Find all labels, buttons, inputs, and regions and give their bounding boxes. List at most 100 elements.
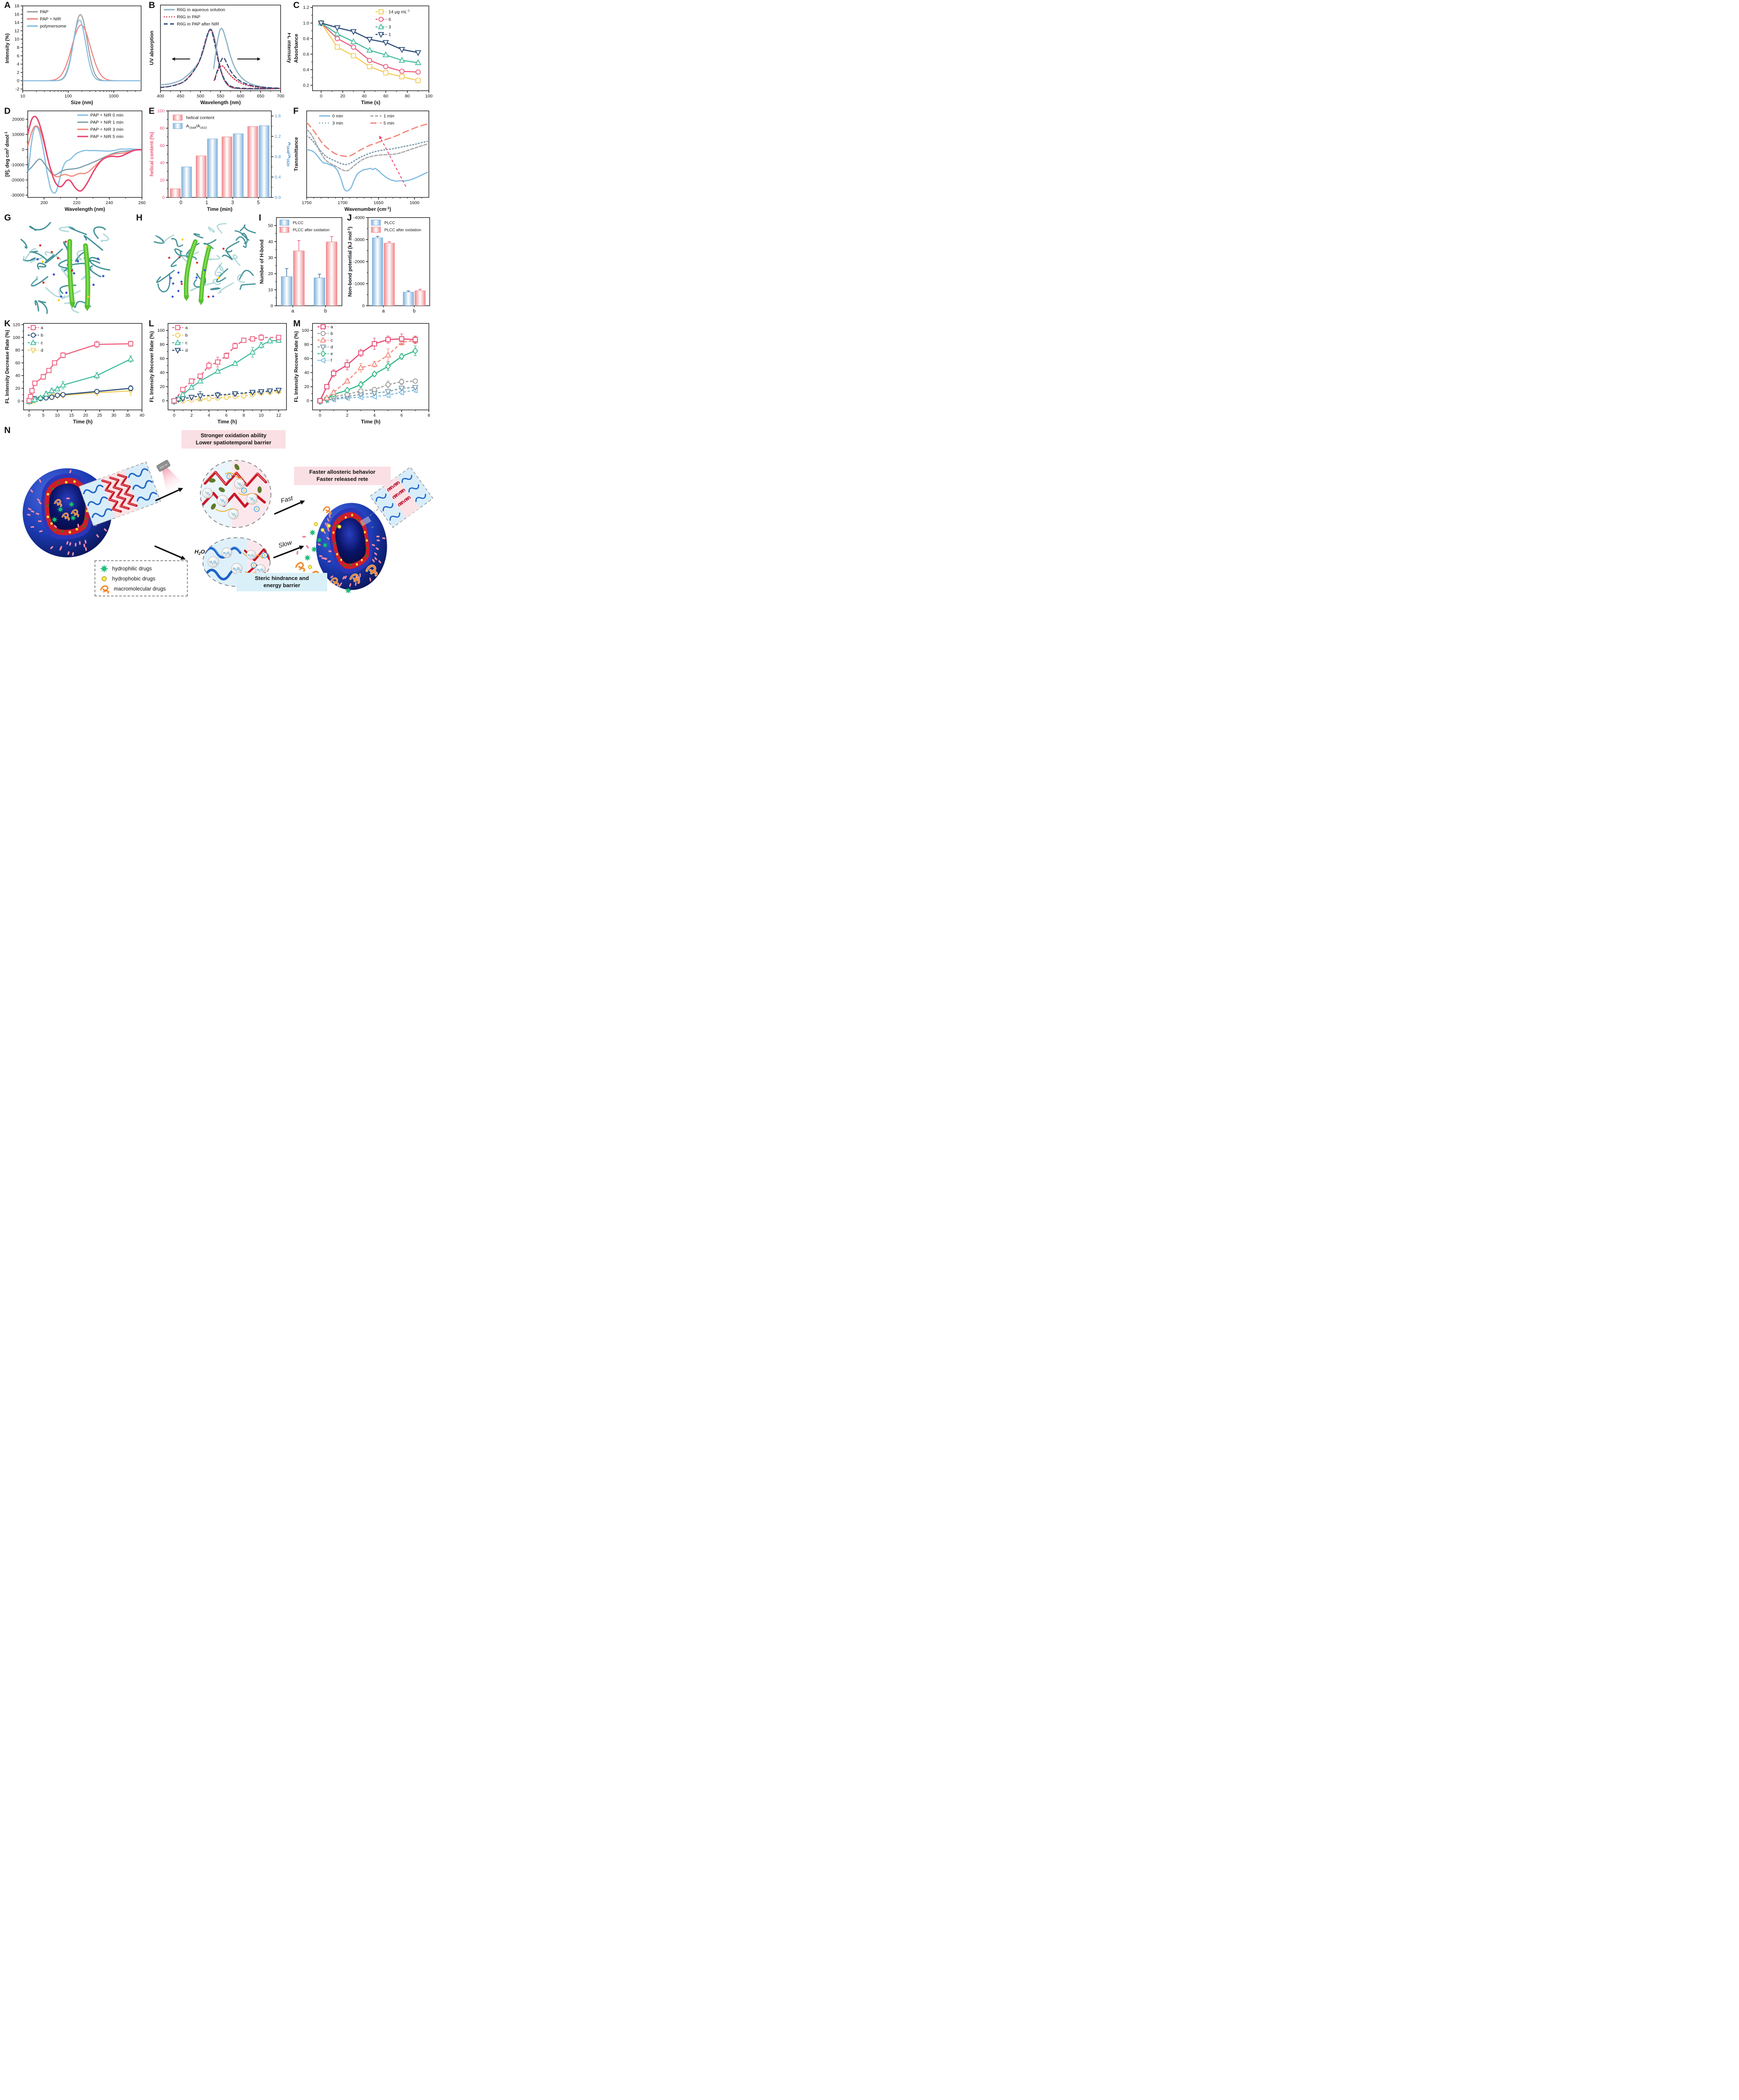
svg-text:H2​O2​: H2​O2​ <box>233 567 241 572</box>
panel-L: L 0 2 4 6 8 10 12 0 20 40 60 80 100 FL Intensity Recov… <box>148 319 291 426</box>
svg-text:PAP: PAP <box>40 10 48 15</box>
svg-text:40: 40 <box>160 160 165 165</box>
svg-text:60: 60 <box>160 143 165 148</box>
membrane-inset-beta-sheet <box>79 461 161 527</box>
svg-text:f: f <box>331 358 332 363</box>
x-axis-label: Wavenumber (cm-1​) <box>344 206 391 212</box>
callout-line: energy barrier <box>263 582 300 588</box>
x-axis-label: Size (nm) <box>71 100 93 105</box>
svg-text:100: 100 <box>302 328 309 333</box>
svg-text:5 min: 5 min <box>384 121 394 126</box>
y-axis-label: UV absorption <box>149 31 155 65</box>
svg-text:20: 20 <box>340 94 345 99</box>
svg-text:b: b <box>41 333 43 338</box>
y-axis-label: Absorbance <box>293 34 299 63</box>
ftir-spectra-chart: 1750 1700 1650 1600 Transmittance Wavenumber … <box>293 110 429 212</box>
panel-K: K 0 5 10 15 20 25 30 35 40 0 20 40 60 80 100 120 FL Inten… <box>3 319 146 426</box>
panel-letter-J: J <box>347 213 352 223</box>
legend: 14 μg mL-1​ 6 3 1 <box>376 9 410 38</box>
oxidation-ability-callout: Stronger oxidation ability Lower spatiot… <box>181 430 286 449</box>
y-axis-label: Intensity (%) <box>4 33 10 63</box>
svg-text:8: 8 <box>17 45 19 50</box>
svg-text:0: 0 <box>162 399 165 404</box>
panel-letter-M: M <box>293 319 301 328</box>
svg-text:4: 4 <box>208 413 210 418</box>
svg-text:60: 60 <box>15 360 20 365</box>
callout-line: Lower spatiotemporal barrier <box>196 439 271 446</box>
svg-text:1000: 1000 <box>109 94 119 99</box>
helical-content-bar-chart: 0 1 3 5 0 20 40 60 80 100 0.0 0.4 0.8 1.2 1.6 helical c… <box>149 109 291 213</box>
svg-text:8: 8 <box>242 413 245 418</box>
svg-text:1700: 1700 <box>338 200 348 205</box>
callout-line: Faster allosteric behavior <box>309 469 376 475</box>
svg-text:80: 80 <box>160 342 165 347</box>
legend-label: macromolecular drugs <box>114 586 166 592</box>
svg-text:14 μg mL-1​: 14 μg mL-1​ <box>389 9 410 15</box>
svg-text:12: 12 <box>276 413 281 418</box>
svg-text:-2: -2 <box>16 87 19 92</box>
svg-text:18: 18 <box>14 4 19 9</box>
svg-text:5: 5 <box>42 413 45 418</box>
svg-text:10: 10 <box>268 287 273 292</box>
svg-text:0: 0 <box>17 79 19 84</box>
svg-text:a: a <box>292 309 294 314</box>
svg-text:0: 0 <box>22 147 24 152</box>
svg-text:-20000: -20000 <box>11 178 24 183</box>
svg-text:1.2: 1.2 <box>275 134 281 139</box>
y-axis-label: FL Intensity Recover Rate (%) <box>149 331 155 402</box>
svg-text:-30000: -30000 <box>11 193 24 198</box>
panel-D: D 200 220 240 260 -30000 -20000 -10000 0 10000 200… <box>3 106 146 213</box>
svg-text:80: 80 <box>160 126 165 131</box>
dls-size-distribution-chart: 10 100 1000 -2 0 2 4 6 8 10 12 14 16 18 Intensity (%) S… <box>4 4 142 105</box>
panel-letter-K: K <box>4 319 11 328</box>
y2-axis-label: A1648​/A1620​ <box>286 142 291 166</box>
svg-text:700: 700 <box>277 94 284 99</box>
svg-text:-1000: -1000 <box>353 281 365 286</box>
svg-text:-2000: -2000 <box>353 260 365 265</box>
svg-text:260: 260 <box>138 200 146 205</box>
svg-text:R6G in PAP: R6G in PAP <box>177 15 200 20</box>
svg-text:S: S <box>243 488 245 493</box>
non-bond-potential-bar-chart: a b 0 -1000 -2000 -3000 -4000 Non-bond potentia… <box>347 215 430 314</box>
hydrophobic-dot-icon <box>102 576 107 581</box>
legend-row-hydrophobic: hydrophobic drugs <box>100 574 184 584</box>
svg-text:R6G in PAP after NIR: R6G in PAP after NIR <box>177 22 219 27</box>
legend-label: hydrophobic drugs <box>112 576 155 582</box>
svg-text:60: 60 <box>304 356 309 361</box>
svg-text:0: 0 <box>173 413 176 418</box>
panel-letter-F: F <box>293 106 299 116</box>
svg-text:15: 15 <box>69 413 74 418</box>
svg-text:d: d <box>41 348 43 353</box>
x-axis-label: Wavelength (nm) <box>200 100 241 105</box>
panel-letter-I: I <box>259 213 261 223</box>
svg-text:450: 450 <box>177 94 184 99</box>
legend: PLCC PLCC after oxidation <box>279 220 330 233</box>
svg-text:-3000: -3000 <box>353 237 365 242</box>
panel-E: E 0 1 3 5 0 20 40 60 80 100 0.0 0.4 0.8 1.2 1.6 helical … <box>148 106 291 213</box>
svg-text:3: 3 <box>389 25 391 30</box>
svg-text:S: S <box>263 553 266 557</box>
svg-text:b: b <box>413 309 415 314</box>
svg-text:550: 550 <box>217 94 224 99</box>
svg-text:1.2: 1.2 <box>303 5 309 10</box>
plcc-molecular-model <box>20 222 110 314</box>
svg-text:PAP + NIR 5 min: PAP + NIR 5 min <box>90 134 123 139</box>
svg-text:35: 35 <box>126 413 131 418</box>
svg-text:10: 10 <box>55 413 60 418</box>
svg-text:b: b <box>185 333 188 338</box>
svg-text:20: 20 <box>15 386 20 391</box>
svg-text:-4000: -4000 <box>353 215 365 220</box>
svg-text:0.8: 0.8 <box>303 36 309 41</box>
nir-laser-icon: 808 nm <box>156 460 186 496</box>
svg-text:1600: 1600 <box>410 200 420 205</box>
svg-text:c: c <box>331 338 333 343</box>
svg-text:20: 20 <box>160 178 165 183</box>
panel-letter-D: D <box>4 106 11 116</box>
svg-text:3 min: 3 min <box>332 121 343 126</box>
svg-text:100: 100 <box>425 94 433 99</box>
x-axis-label: Time (min) <box>207 206 232 212</box>
svg-text:S: S <box>228 474 231 478</box>
svg-text:1650: 1650 <box>373 200 384 205</box>
svg-text:PLCC: PLCC <box>293 221 303 226</box>
